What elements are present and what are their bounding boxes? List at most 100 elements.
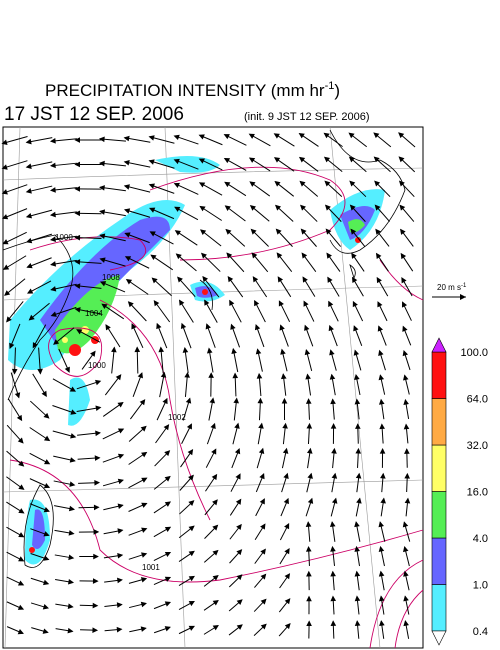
wind-arrow-head bbox=[280, 373, 287, 380]
isobar-label: 1000 bbox=[88, 361, 106, 370]
wind-arrow-head bbox=[131, 323, 137, 330]
wind-arrow-head bbox=[378, 374, 385, 381]
wind-arrow-head bbox=[306, 620, 312, 627]
wind-arrow-head bbox=[188, 625, 195, 631]
wind-arrow-head bbox=[180, 322, 187, 330]
wind-arrow-head bbox=[275, 228, 282, 235]
wind-arrow-head bbox=[175, 253, 182, 260]
wind-arrow-head bbox=[348, 156, 355, 163]
wind-arrow-head bbox=[250, 228, 257, 235]
wind-arrow-head bbox=[374, 204, 381, 211]
wind-arrow-head bbox=[402, 349, 409, 357]
wind-arrow-head bbox=[230, 323, 236, 330]
wind-arrow-head bbox=[402, 521, 409, 528]
wind-arrow-head bbox=[379, 423, 385, 430]
wind-arrow-head bbox=[164, 576, 172, 582]
wind-arrow-head bbox=[258, 447, 265, 454]
title-main: PRECIPITATION INTENSITY (mm hr bbox=[45, 81, 325, 100]
wind-arrow-head bbox=[402, 545, 409, 553]
wind-arrow-head bbox=[378, 595, 385, 602]
wind-arrow-head bbox=[281, 397, 288, 404]
wind-arrow-head bbox=[254, 299, 260, 307]
wind-arrow-head bbox=[212, 499, 218, 506]
wind-arrow-head bbox=[105, 324, 111, 331]
wind-arrow-head bbox=[208, 372, 214, 378]
wind-arrow-head bbox=[375, 228, 381, 235]
wind-arrow-head bbox=[186, 423, 192, 430]
isobar-label: 1002 bbox=[168, 413, 186, 422]
wind-arrow-head bbox=[380, 472, 386, 479]
wind-arrow-head bbox=[284, 548, 290, 555]
wind-arrow-head bbox=[301, 252, 308, 259]
wind-arrow-head bbox=[95, 405, 102, 412]
wind-arrow-head bbox=[116, 626, 123, 633]
wind-arrow-head bbox=[224, 205, 231, 211]
wind-arrow-head bbox=[236, 574, 243, 581]
wind-arrow-head bbox=[330, 398, 336, 405]
wind-arrow-head bbox=[329, 349, 335, 356]
wind-arrow-head bbox=[260, 573, 267, 580]
wind-arrow-head bbox=[206, 347, 213, 354]
wind-arrow-head bbox=[326, 252, 332, 259]
wind-arrow-head bbox=[355, 447, 362, 454]
colorbar-label: 4.0 bbox=[473, 533, 488, 545]
wind-arrow-head bbox=[50, 286, 57, 292]
wind-arrow-head bbox=[252, 276, 259, 283]
wind-arrow-head bbox=[74, 186, 81, 192]
wind-arrow-head bbox=[223, 157, 231, 164]
wind-arrow-head bbox=[25, 188, 32, 194]
wind-arrow-head bbox=[123, 160, 130, 166]
wind-arrow-head bbox=[164, 626, 171, 632]
wind-arrow-head bbox=[260, 548, 266, 555]
wind-arrow-head bbox=[93, 553, 99, 560]
wind-arrow-head bbox=[380, 497, 386, 504]
wind-arrow-head bbox=[300, 228, 307, 235]
wind-arrow-head bbox=[149, 231, 156, 237]
wind-arrow-head bbox=[43, 412, 50, 419]
wind-arrow-head bbox=[259, 472, 265, 480]
wind-arrow-head bbox=[160, 371, 167, 378]
wind-arrow-head bbox=[404, 448, 410, 454]
wind-arrow-head bbox=[375, 252, 382, 259]
wind-arrow-head bbox=[234, 447, 241, 455]
wind-arrow-head bbox=[140, 601, 147, 608]
colorbar-label: 16.0 bbox=[467, 487, 488, 499]
wind-arrow-head bbox=[401, 277, 407, 284]
wind-arrow-head bbox=[92, 627, 99, 633]
wind-arrow-head bbox=[179, 299, 185, 306]
wind-arrow-head bbox=[25, 212, 33, 219]
wind-arrow-head bbox=[198, 182, 206, 188]
wind-arrow-head bbox=[235, 498, 242, 505]
wind-arrow-head bbox=[173, 158, 180, 165]
isobar-label: 1008 bbox=[102, 273, 120, 282]
wind-arrow-head bbox=[398, 180, 405, 187]
wind-arrow-head bbox=[141, 451, 148, 458]
wind-arrow-head bbox=[280, 348, 286, 355]
wind-arrow-head bbox=[11, 368, 18, 375]
wind-arrow-head bbox=[248, 157, 256, 163]
wind-arrow-head bbox=[4, 290, 11, 296]
wind-arrow-head bbox=[43, 435, 51, 442]
title-close: ) bbox=[334, 81, 340, 100]
wind-arrow-head bbox=[205, 323, 211, 330]
wind-arrow-head bbox=[306, 447, 313, 454]
wind-arrow-head bbox=[328, 324, 334, 332]
wind-arrow-head bbox=[299, 180, 306, 187]
wind-arrow-head bbox=[354, 521, 360, 528]
wind-arrow-head bbox=[2, 264, 10, 270]
wind-arrow-head bbox=[117, 478, 124, 485]
wind-arrow-head bbox=[98, 136, 105, 143]
wind-arrow-head bbox=[44, 459, 51, 465]
wind-arrow-head bbox=[306, 422, 313, 429]
wind-arrow-head bbox=[378, 570, 385, 577]
wind-arrow-head bbox=[174, 230, 181, 236]
wind-arrow-head bbox=[236, 624, 243, 630]
wind-arrow-head bbox=[28, 314, 35, 321]
wind-arrow-head bbox=[137, 372, 143, 379]
wind-arrow-head bbox=[70, 433, 77, 439]
wind-arrow-head bbox=[324, 204, 331, 211]
wind-arrow-head bbox=[68, 578, 75, 585]
wind-arrow-head bbox=[2, 239, 9, 245]
wind-arrow-head bbox=[74, 210, 81, 217]
wind-arrow-head bbox=[17, 437, 24, 444]
